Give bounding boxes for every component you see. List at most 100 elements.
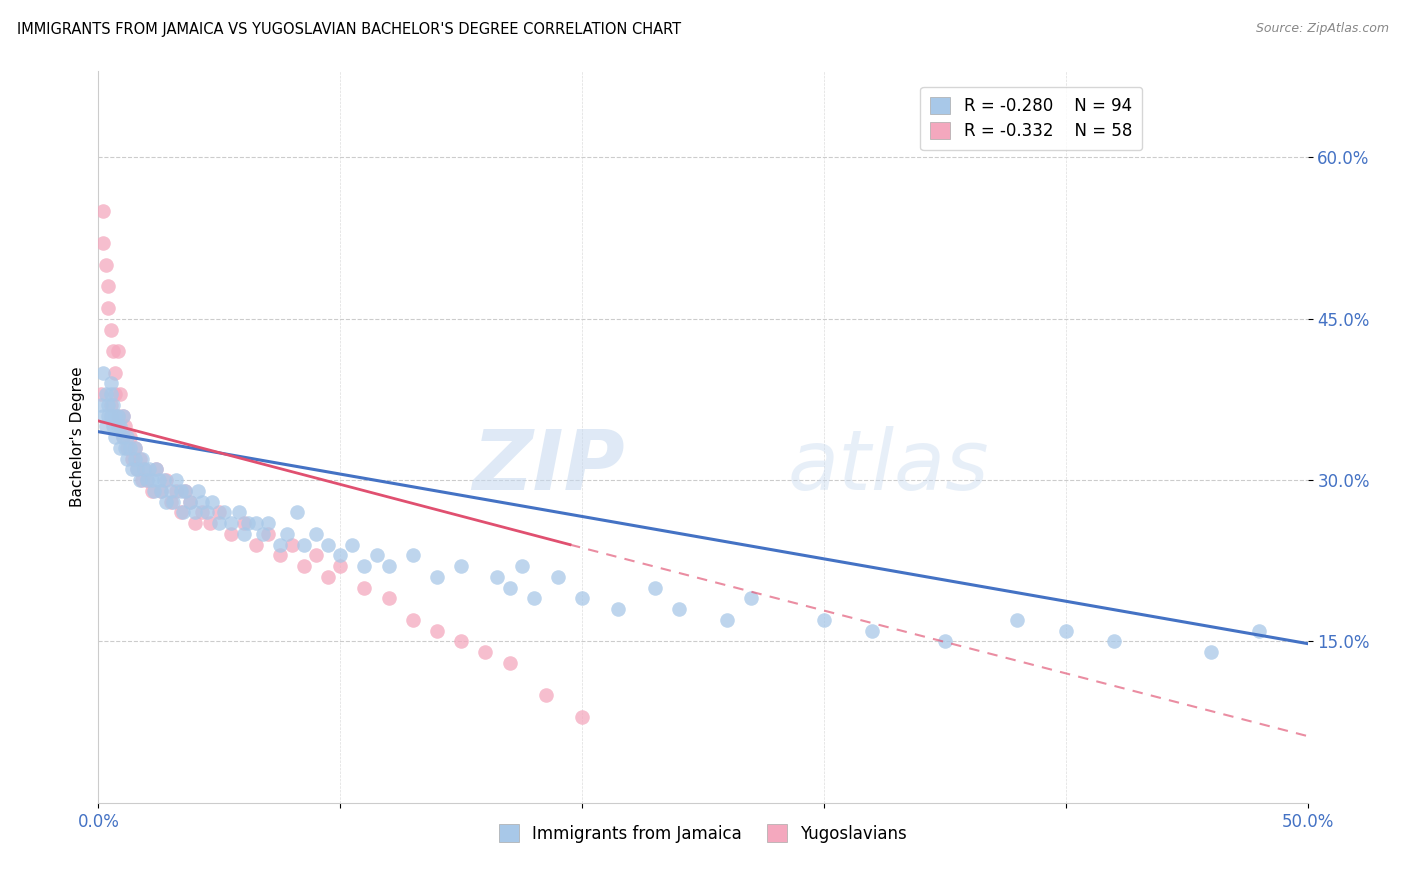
Point [138, 462, 160, 476]
Point [1007, 613, 1029, 627]
Point [152, 473, 174, 487]
Point [169, 483, 191, 498]
Point [145, 462, 167, 476]
Point [128, 451, 150, 466]
Point [90, 398, 112, 412]
Point [523, 591, 546, 606]
Point [377, 559, 399, 574]
Point [228, 505, 250, 519]
Point [111, 409, 134, 423]
Point [104, 366, 127, 380]
Point [131, 451, 153, 466]
Point [155, 494, 177, 508]
Point [252, 527, 274, 541]
Point [191, 494, 214, 508]
Point [174, 483, 197, 498]
Point [221, 516, 243, 530]
Point [145, 462, 167, 476]
Point [150, 483, 173, 498]
Point [141, 473, 163, 487]
Point [108, 441, 131, 455]
Point [160, 483, 183, 498]
Point [111, 430, 134, 444]
Point [534, 688, 557, 702]
Point [426, 570, 449, 584]
Point [1054, 624, 1077, 638]
Point [366, 549, 388, 563]
Point [107, 344, 129, 359]
Point [269, 549, 291, 563]
Point [131, 473, 153, 487]
Point [402, 549, 425, 563]
Point [305, 527, 328, 541]
Point [108, 387, 131, 401]
Point [104, 387, 127, 401]
Point [510, 559, 533, 574]
Point [134, 462, 156, 476]
Point [101, 344, 124, 359]
Point [329, 549, 352, 563]
Point [104, 430, 127, 444]
Point [114, 419, 136, 434]
Point [135, 473, 157, 487]
Point [184, 505, 207, 519]
Point [100, 376, 122, 391]
Point [238, 516, 260, 530]
Point [316, 538, 339, 552]
Point [179, 494, 201, 508]
Point [172, 505, 194, 519]
Point [1199, 645, 1222, 659]
Text: Source: ZipAtlas.com: Source: ZipAtlas.com [1256, 22, 1389, 36]
Point [450, 559, 472, 574]
Point [124, 441, 146, 455]
Point [118, 430, 141, 444]
Point [208, 505, 231, 519]
Point [305, 549, 328, 563]
Point [353, 559, 375, 574]
Point [114, 441, 136, 455]
Point [184, 516, 207, 530]
Point [285, 505, 308, 519]
Point [162, 494, 184, 508]
Point [813, 613, 835, 627]
Point [353, 581, 375, 595]
Point [208, 516, 231, 530]
Point [195, 505, 218, 519]
Point [232, 527, 254, 541]
Point [124, 441, 146, 455]
Point [934, 634, 956, 648]
Point [342, 538, 364, 552]
Text: ZIP: ZIP [472, 425, 624, 507]
Point [107, 409, 129, 423]
Point [212, 505, 235, 519]
Point [135, 473, 157, 487]
Point [860, 624, 883, 638]
Point [97, 301, 120, 315]
Point [94, 387, 117, 401]
Point [571, 591, 593, 606]
Point [124, 451, 146, 466]
Text: IMMIGRANTS FROM JAMAICA VS YUGOSLAVIAN BACHELOR'S DEGREE CORRELATION CHART: IMMIGRANTS FROM JAMAICA VS YUGOSLAVIAN B… [17, 22, 681, 37]
Point [160, 494, 183, 508]
Point [148, 473, 170, 487]
Point [104, 409, 127, 423]
Point [292, 559, 315, 574]
Point [644, 581, 666, 595]
Point [174, 483, 197, 498]
Point [256, 527, 278, 541]
Point [97, 398, 120, 412]
Point [450, 634, 472, 648]
Point [143, 483, 166, 498]
Point [91, 409, 114, 423]
Point [100, 398, 122, 412]
Point [486, 570, 509, 584]
Point [127, 462, 149, 476]
Point [117, 441, 139, 455]
Point [316, 570, 339, 584]
Point [547, 570, 569, 584]
Point [127, 462, 149, 476]
Point [498, 656, 520, 670]
Point [165, 483, 187, 498]
Point [191, 505, 214, 519]
Point [118, 441, 141, 455]
